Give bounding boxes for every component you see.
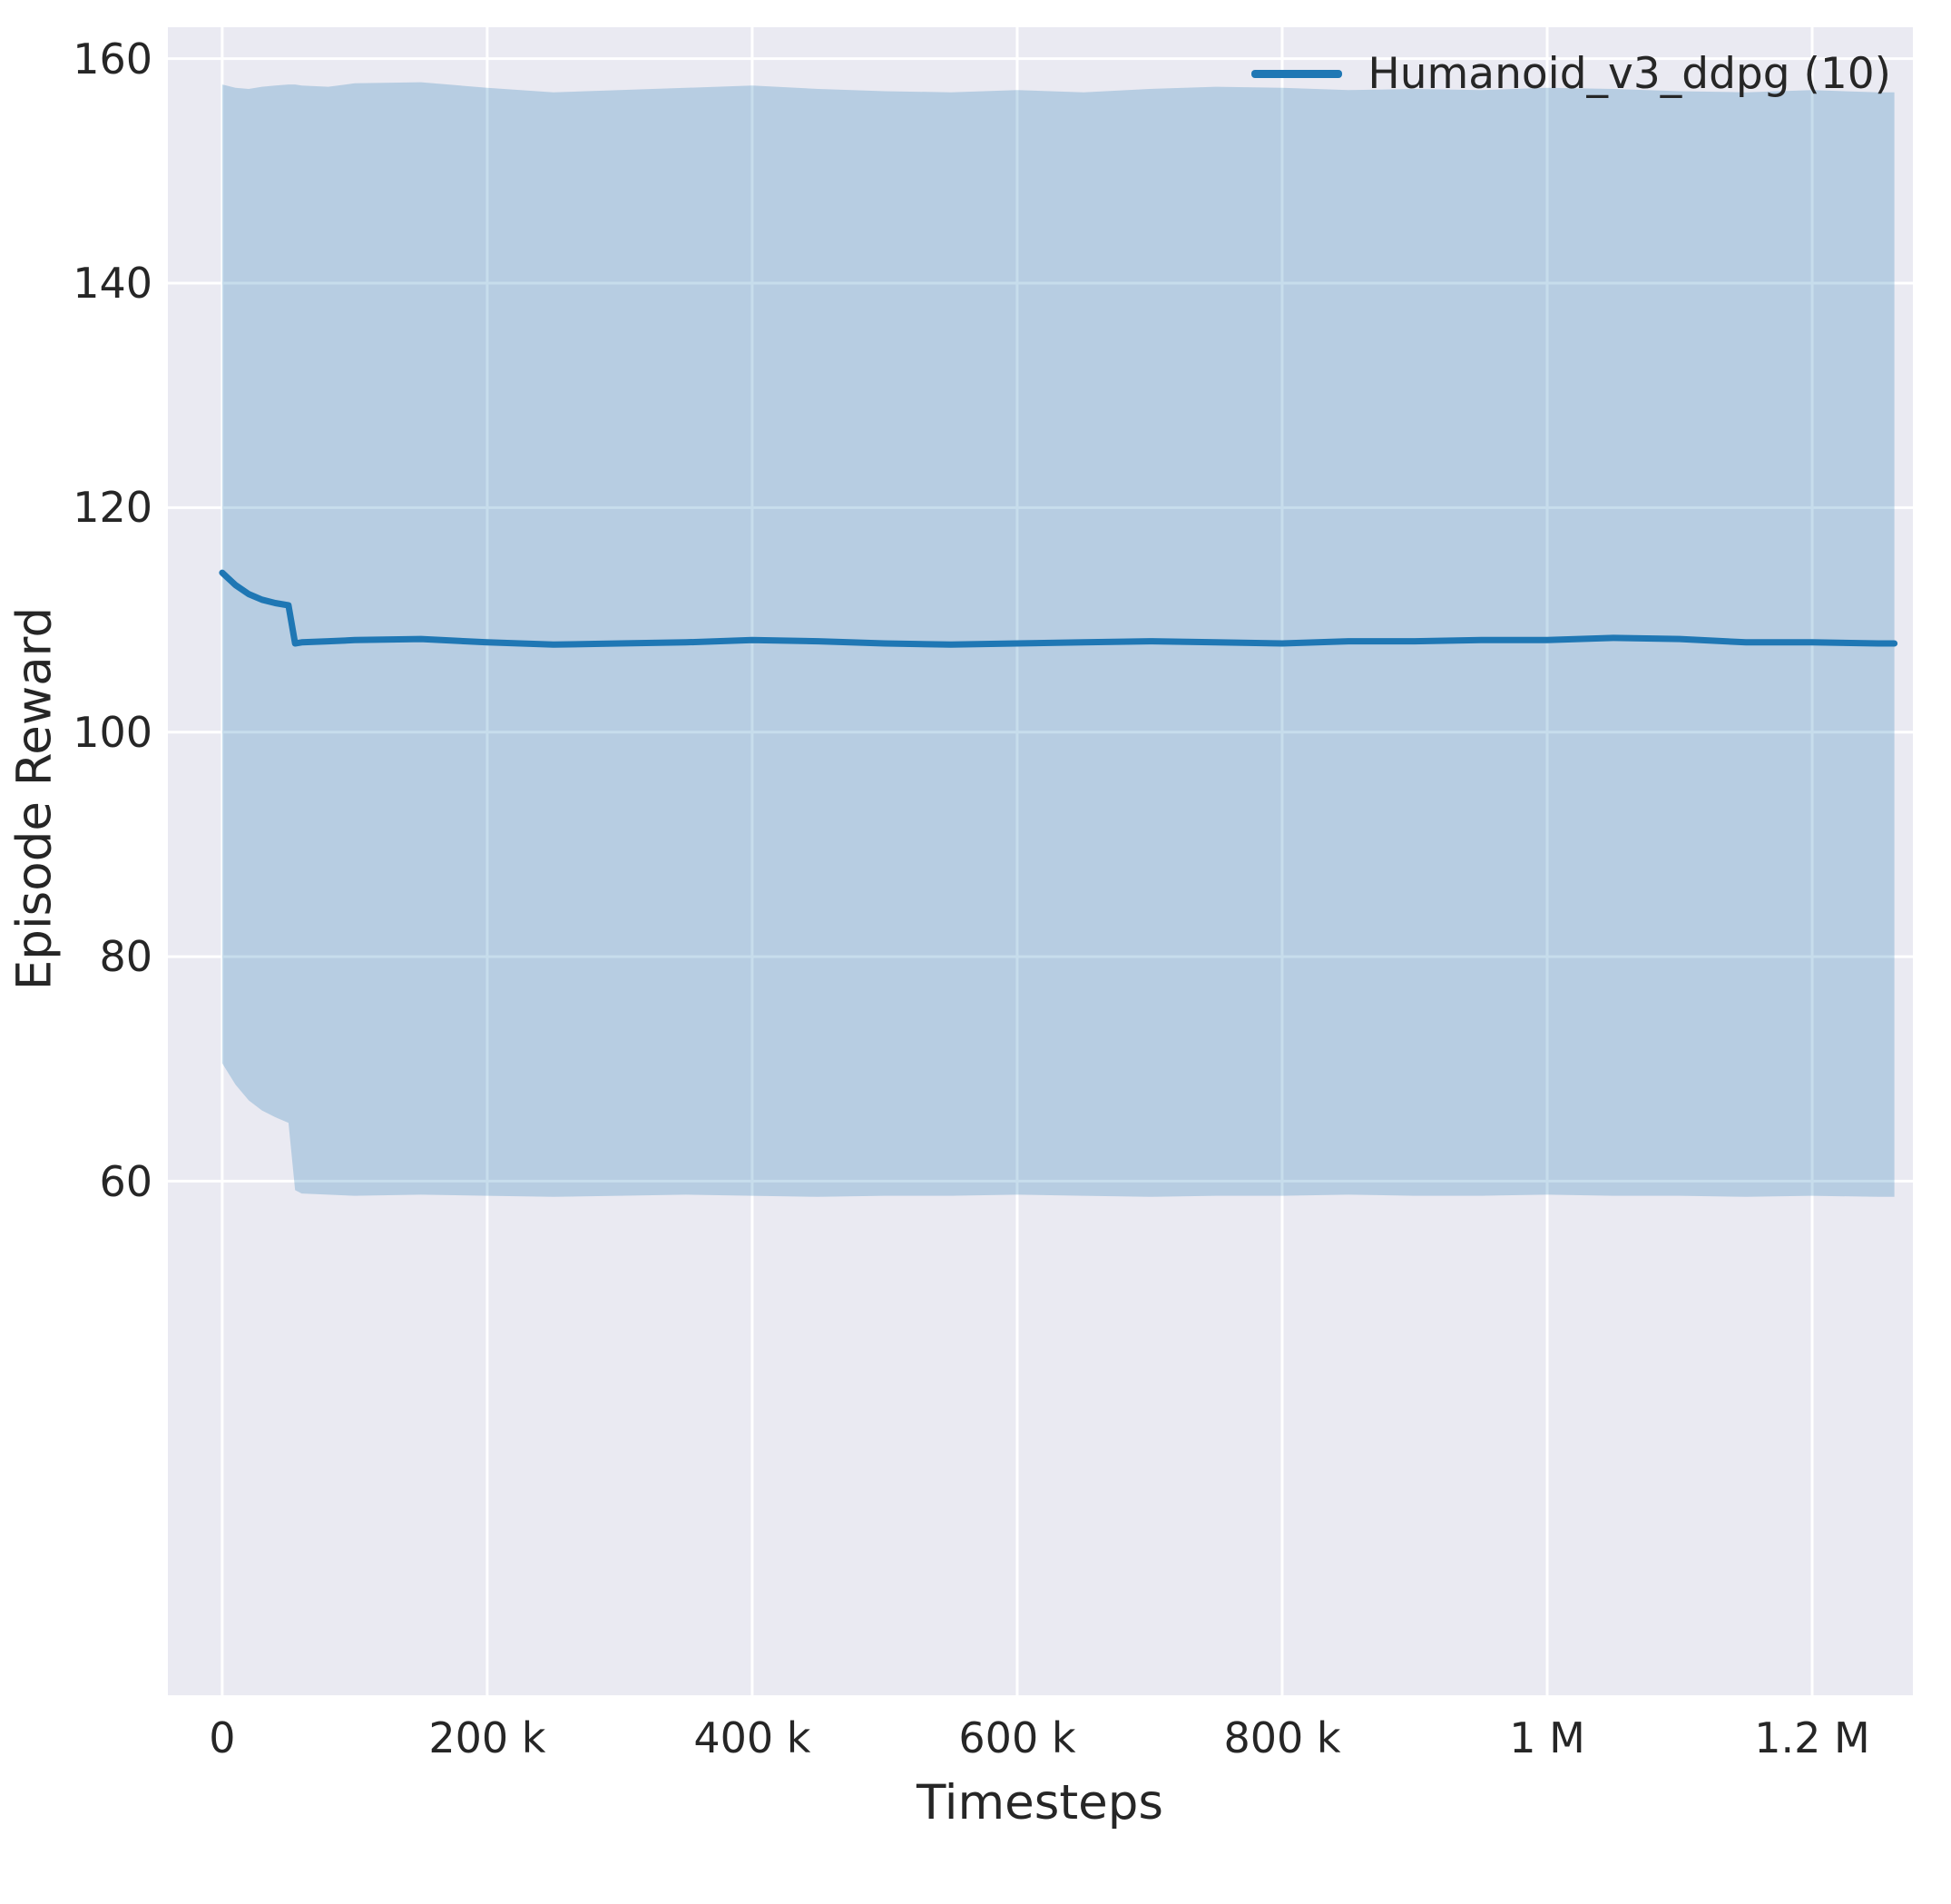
x-tick-label: 1.2 M <box>1754 1713 1870 1762</box>
legend: Humanoid_v3_ddpg (10) <box>1251 53 1891 95</box>
plot-background <box>168 27 1913 1695</box>
y-axis-label: Episode Reward <box>6 606 63 991</box>
confidence-band <box>221 82 1895 1197</box>
y-tick-label: 100 <box>73 707 152 757</box>
x-tick-label: 0 <box>209 1713 236 1762</box>
x-tick-label: 200 k <box>428 1713 546 1762</box>
x-axis-label: Timesteps <box>917 1775 1163 1830</box>
y-tick-label: 60 <box>99 1156 152 1206</box>
x-tick-label: 400 k <box>693 1713 811 1762</box>
y-tick-label: 140 <box>73 259 152 308</box>
mean-line <box>219 569 1898 648</box>
legend-label: Humanoid_v3_ddpg (10) <box>1368 49 1891 99</box>
y-tick-label: 120 <box>73 483 152 533</box>
x-tick-label: 1 M <box>1509 1713 1585 1762</box>
x-tick-label: 600 k <box>958 1713 1076 1762</box>
y-tick-label: 160 <box>73 34 152 83</box>
x-tick-label: 800 k <box>1223 1713 1341 1762</box>
legend-line-swatch <box>1251 70 1343 78</box>
y-tick-label: 80 <box>99 932 152 982</box>
